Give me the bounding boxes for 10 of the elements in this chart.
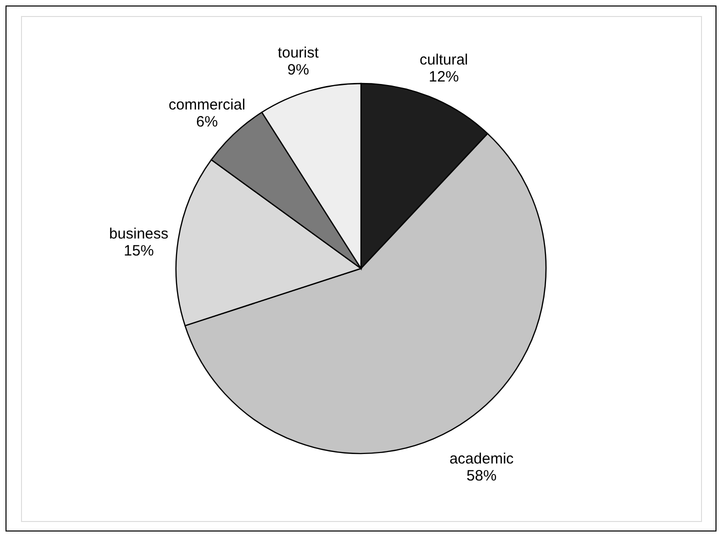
data-label: 6% — [196, 113, 218, 130]
slice-label: business — [109, 225, 168, 242]
data-label: 12% — [428, 68, 459, 86]
data-label: 15% — [124, 242, 154, 260]
slice-label: cultural — [420, 51, 468, 68]
slice-label: tourist — [278, 44, 320, 62]
slice-label: commercial — [168, 96, 246, 114]
data-label: 58% — [466, 467, 497, 484]
slice-label: academic — [449, 450, 514, 468]
data-label: 9% — [287, 61, 310, 78]
